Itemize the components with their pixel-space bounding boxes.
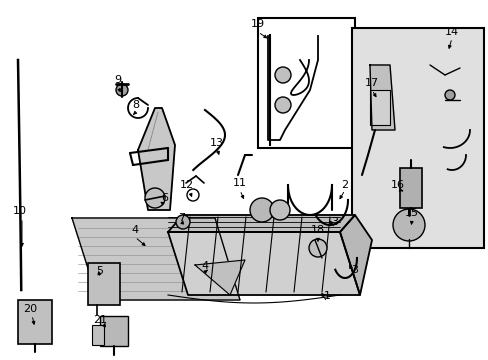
Text: 5: 5 — [96, 266, 103, 276]
Circle shape — [249, 198, 273, 222]
Circle shape — [444, 90, 454, 100]
Text: 3: 3 — [331, 217, 338, 227]
Circle shape — [116, 84, 128, 96]
Circle shape — [274, 67, 290, 83]
Circle shape — [186, 189, 199, 201]
Circle shape — [392, 209, 424, 241]
Text: 16: 16 — [390, 180, 404, 190]
Text: 8: 8 — [132, 100, 139, 110]
Polygon shape — [168, 232, 359, 295]
Bar — [351, 28, 483, 248]
Text: 18: 18 — [310, 225, 325, 235]
Circle shape — [269, 200, 289, 220]
Circle shape — [274, 97, 290, 113]
Bar — [92, 325, 104, 345]
Bar — [100, 316, 128, 346]
Text: 11: 11 — [232, 178, 246, 188]
Text: 1: 1 — [323, 291, 330, 301]
Bar — [88, 263, 120, 305]
Circle shape — [145, 188, 164, 208]
Bar — [369, 90, 389, 125]
Text: 10: 10 — [13, 206, 27, 216]
Text: 7: 7 — [178, 213, 185, 223]
Text: 2: 2 — [341, 180, 348, 190]
Text: 19: 19 — [250, 19, 264, 29]
Text: 17: 17 — [364, 78, 378, 88]
Text: 20: 20 — [23, 304, 37, 314]
Bar — [18, 300, 52, 344]
Text: 4: 4 — [201, 261, 208, 271]
Text: 14: 14 — [444, 27, 458, 37]
Circle shape — [176, 215, 190, 229]
Polygon shape — [168, 215, 354, 232]
Circle shape — [308, 239, 326, 257]
Polygon shape — [195, 260, 244, 295]
Bar — [399, 168, 421, 208]
Polygon shape — [339, 215, 371, 295]
Polygon shape — [72, 218, 240, 300]
Text: 12: 12 — [180, 180, 194, 190]
Text: 3: 3 — [351, 265, 358, 275]
Text: 9: 9 — [114, 75, 122, 85]
Polygon shape — [138, 108, 175, 210]
Polygon shape — [369, 65, 394, 130]
Text: 21: 21 — [93, 315, 107, 325]
Text: 15: 15 — [404, 208, 418, 218]
Text: 4: 4 — [131, 225, 138, 235]
Text: 6: 6 — [161, 193, 168, 203]
Bar — [258, 18, 354, 148]
Text: 13: 13 — [209, 138, 224, 148]
